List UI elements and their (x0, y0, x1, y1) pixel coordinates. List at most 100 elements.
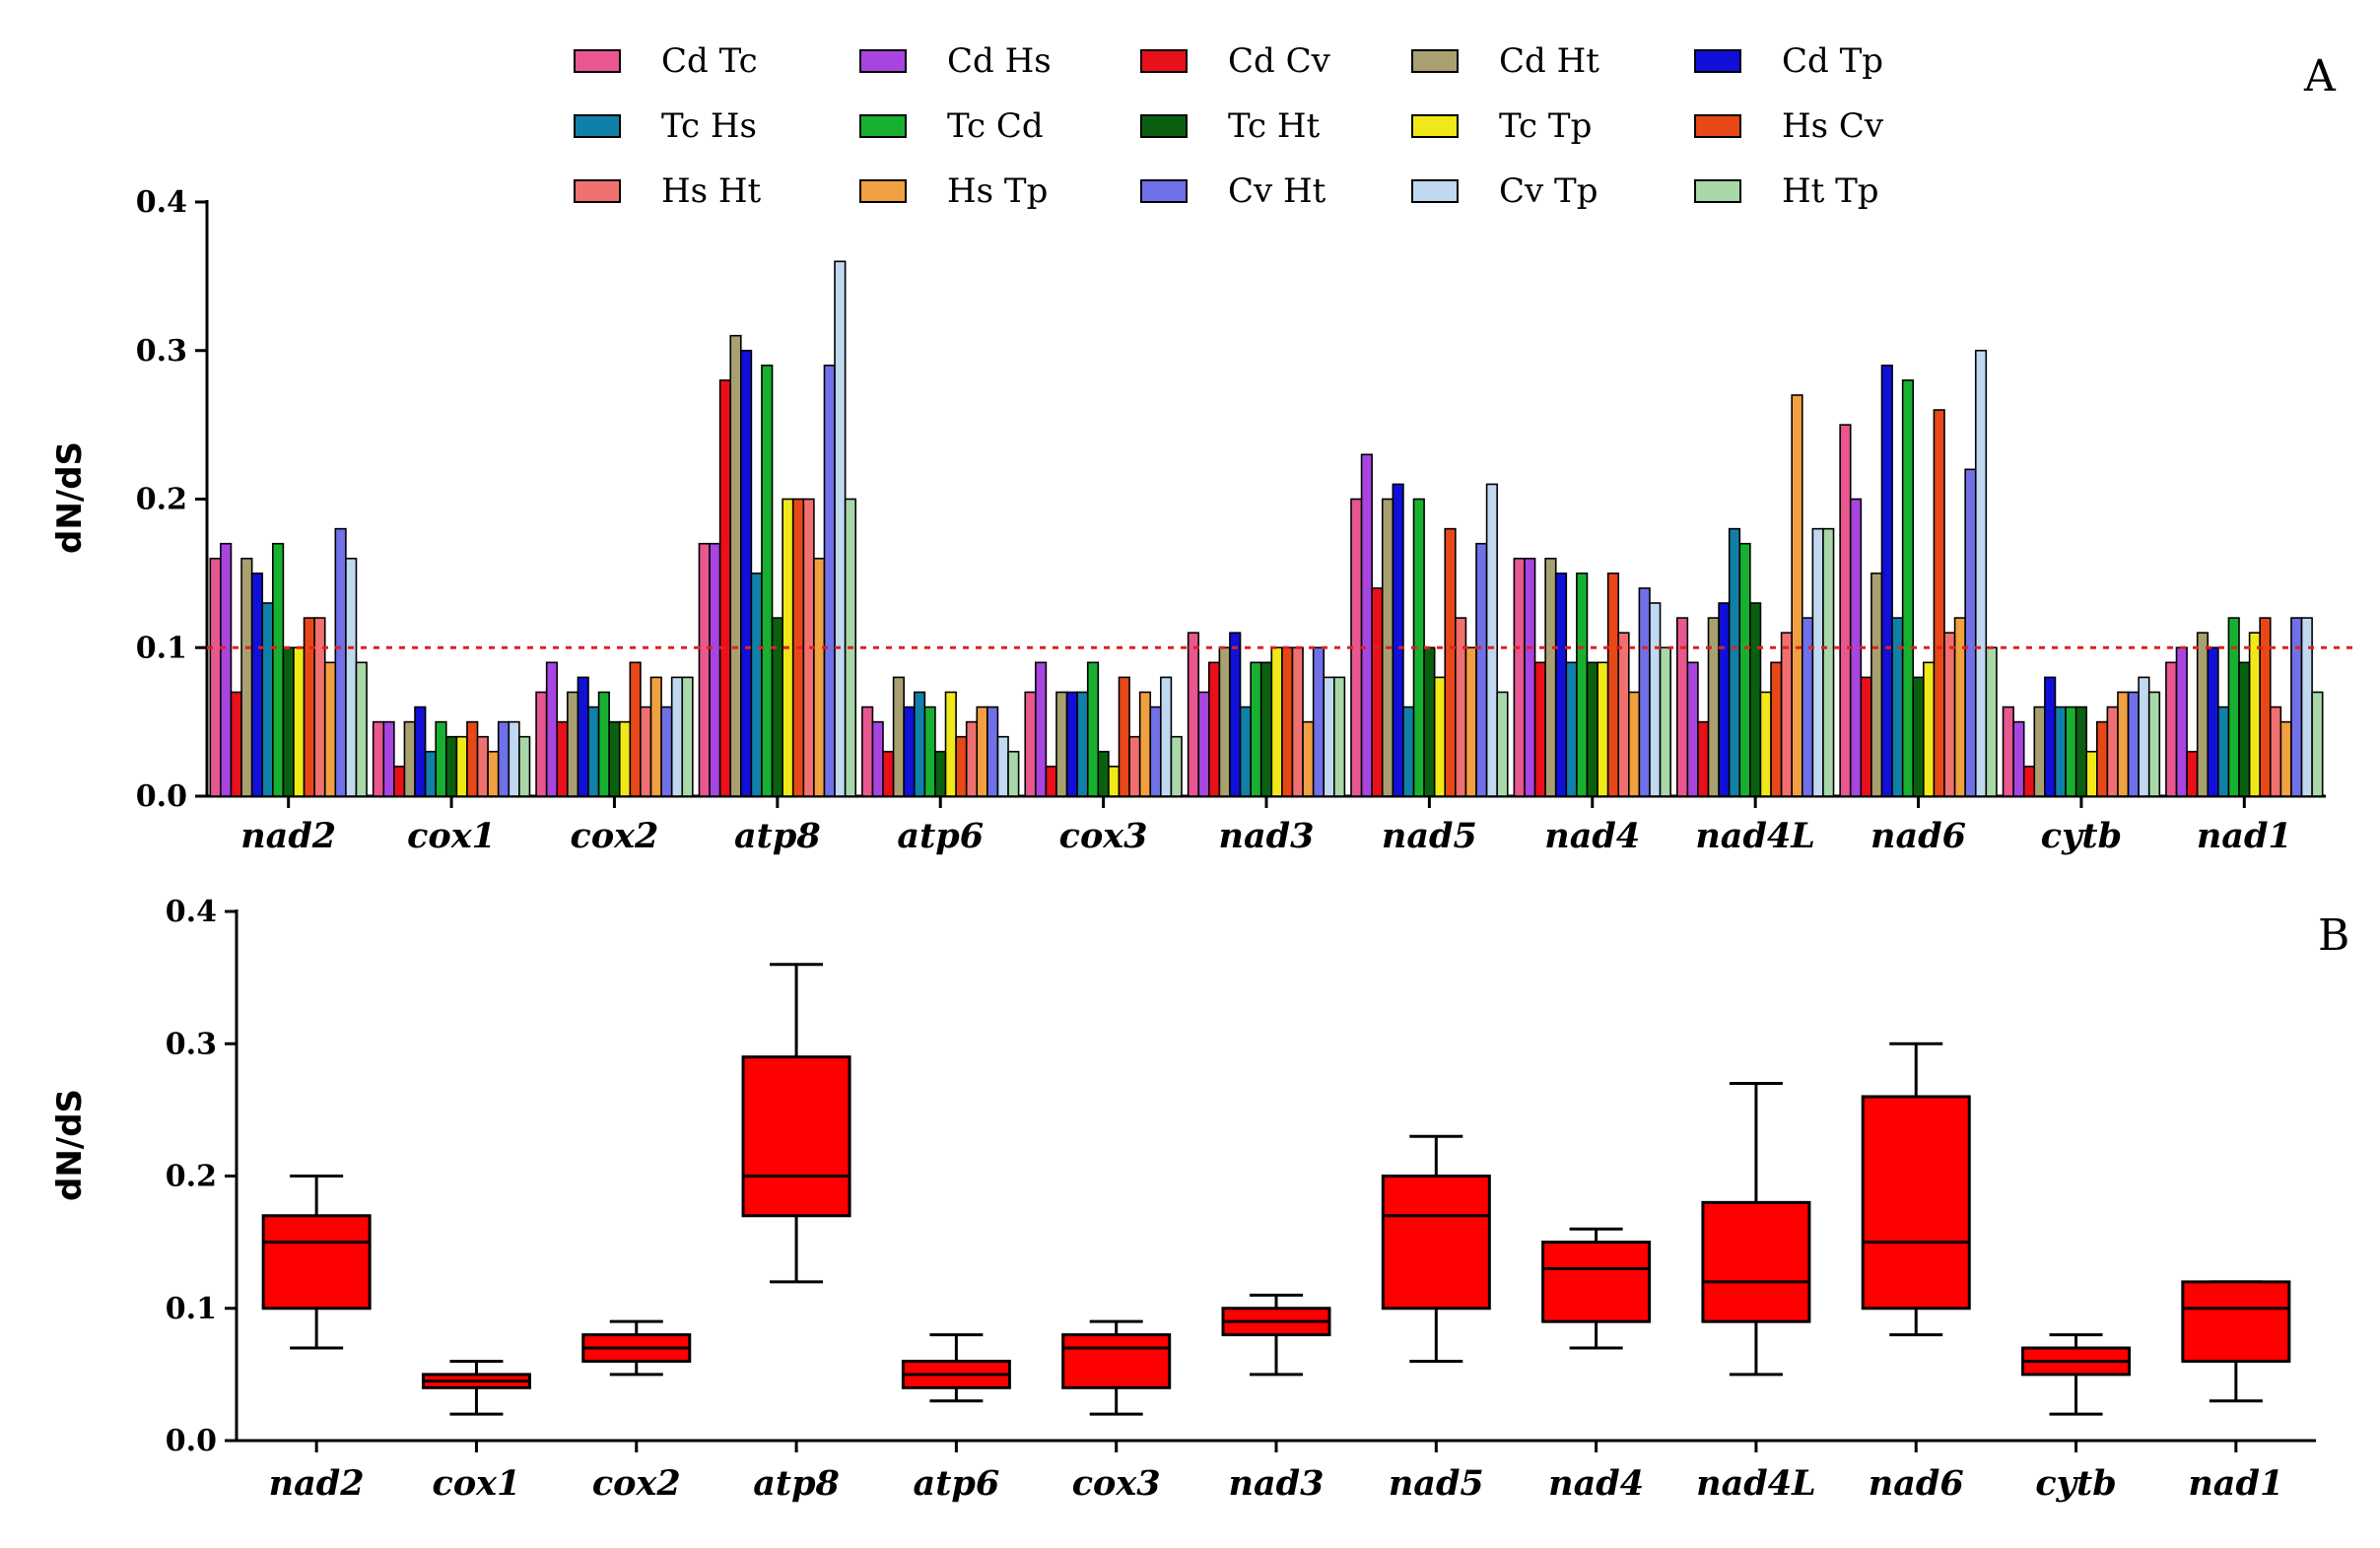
bar-nad3-tc-ht (1259, 661, 1273, 797)
bar-cox1-hs-tp (487, 750, 500, 797)
box-nad4 (1541, 1241, 1652, 1323)
panel-b-y-tick-label: 0.4 (166, 895, 217, 929)
bar-atp8-hs-tp (813, 557, 826, 797)
bar-nad4L-hs-ht (1780, 632, 1793, 797)
panel-b-y-tick-label: 0.2 (166, 1160, 217, 1194)
panel-a-bar-chart: 0.0 0.1 0.2 0.3 0.4 nad2 cox1 cox2 atp8 atp6 cox3 n… (136, 185, 2355, 856)
panel-a-category-label: nad1 (2197, 816, 2292, 856)
bar-cox1-tc-cd (435, 720, 447, 797)
bar-nad1-cv-ht (2290, 617, 2303, 797)
bar-nad5-hs-cv (1444, 527, 1457, 797)
bar-nad4-cv-ht (1638, 587, 1651, 797)
bar-cox2-cd-ht (567, 691, 579, 797)
bar-cox2-cv-ht (660, 706, 673, 797)
bar-nad6-cv-ht (1964, 468, 1977, 797)
bar-cox3-cd-hs (1035, 661, 1048, 797)
bar-nad6-cv-tp (1974, 349, 1988, 797)
bar-atp6-cd-tp (903, 706, 916, 797)
legend-swatch-cv-ht (1140, 179, 1188, 203)
bar-nad6-cd-cv (1860, 676, 1872, 797)
bar-nad3-cv-ht (1312, 646, 1326, 797)
bar-cox3-hs-cv (1118, 676, 1130, 797)
bar-cox2-tc-hs (587, 706, 600, 797)
panel-a-category-label: cytb (2041, 816, 2122, 856)
bar-cox2-tc-cd (597, 691, 610, 797)
bar-nad2-cv-tp (345, 557, 358, 797)
legend-swatch-cd-tp (1694, 49, 1741, 73)
bar-atp6-cd-ht (892, 676, 905, 797)
bar-nad3-tc-hs (1239, 706, 1252, 797)
bar-nad2-cd-tp (250, 572, 264, 797)
legend-label-cd-ht: Cd Ht (1499, 41, 1599, 81)
box-cox3 (1061, 1333, 1172, 1389)
panel-b-category-label: atp6 (914, 1463, 1000, 1504)
bar-cytb-cd-cv (2022, 766, 2036, 797)
box-nad1 (2181, 1280, 2291, 1363)
box-nad4L (1701, 1200, 1811, 1323)
bar-nad5-tc-ht (1423, 646, 1436, 797)
panel-b-label: B (2318, 910, 2349, 961)
bar-cox1-hs-cv (466, 720, 479, 797)
panel-b-category-label: nad4L (1696, 1463, 1816, 1504)
bar-nad2-cd-tc (209, 557, 222, 797)
bar-cytb-tc-hs (2054, 706, 2067, 797)
bar-cox3-tc-hs (1076, 691, 1089, 797)
bar-cox3-tc-tp (1108, 766, 1121, 797)
bar-nad3-cd-tp (1229, 632, 1242, 797)
bar-nad4-hs-tp (1628, 691, 1641, 797)
bar-nad1-tc-tp (2248, 632, 2261, 797)
bar-atp8-tc-ht (771, 617, 783, 797)
legend-swatch-ht-tp (1694, 179, 1741, 203)
legend-swatch-tc-hs (574, 114, 621, 138)
legend-swatch-hs-ht (574, 179, 621, 203)
bar-cox2-cv-tp (670, 676, 684, 797)
bar-atp6-tc-tp (944, 691, 957, 797)
bar-nad6-tc-tp (1923, 661, 1936, 797)
bar-cox2-tc-tp (618, 720, 632, 797)
box-nad5 (1381, 1175, 1491, 1311)
bar-cox3-ht-tp (1170, 735, 1183, 797)
legend-label-hs-ht: Hs Ht (661, 171, 762, 211)
bar-atp8-cv-tp (834, 260, 847, 797)
bar-nad1-cv-tp (2300, 617, 2313, 797)
legend-label-cd-hs: Cd Hs (947, 41, 1052, 81)
bar-cytb-tc-tp (2085, 750, 2098, 797)
bar-nad6-hs-ht (1943, 632, 1956, 797)
legend-swatch-hs-cv (1694, 114, 1741, 138)
bar-cox1-cv-ht (497, 720, 510, 797)
bar-cox1-tc-ht (444, 735, 458, 797)
bar-cox2-cd-cv (556, 720, 569, 797)
panel-b-category-label: cytb (2035, 1463, 2116, 1504)
bar-nad2-cv-ht (334, 527, 347, 797)
bar-nad4-cd-tc (1513, 557, 1526, 797)
bar-nad4L-cd-tp (1718, 602, 1731, 797)
bar-cox1-cd-tc (372, 720, 385, 797)
panel-a-ylabel: dN/dS (50, 441, 90, 554)
bar-nad3-tc-cd (1250, 661, 1262, 797)
bar-atp8-cd-tc (698, 542, 711, 797)
bar-nad1-hs-tp (2279, 720, 2292, 797)
bar-nad3-cd-ht (1218, 646, 1231, 797)
panel-b-category-label: cox2 (592, 1463, 681, 1504)
bar-cox3-cd-cv (1045, 766, 1057, 797)
bar-cytb-cd-hs (2012, 720, 2025, 797)
bar-nad4-cd-cv (1533, 661, 1546, 797)
panel-a-category-label: nad3 (1219, 816, 1315, 856)
bar-cytb-ht-tp (2147, 691, 2161, 797)
panel-b-category-label: nad1 (2188, 1463, 2283, 1504)
legend-swatch-cv-tp (1411, 179, 1459, 203)
bar-nad4-tc-tp (1597, 661, 1609, 797)
bar-nad5-cv-ht (1475, 542, 1488, 797)
bar-nad3-cd-hs (1197, 691, 1210, 797)
panel-b-category-label: cox3 (1072, 1463, 1161, 1504)
bar-cox2-hs-cv (629, 661, 642, 797)
bar-nad3-hs-cv (1281, 646, 1294, 797)
bar-cox2-cd-hs (545, 661, 559, 797)
bar-atp8-cd-tp (739, 349, 753, 797)
bar-atp8-cd-ht (729, 334, 742, 797)
legend-swatch-cd-hs (859, 49, 907, 73)
bar-nad2-hs-tp (323, 661, 337, 797)
bar-nad4-cd-tp (1554, 572, 1568, 797)
bar-cox2-ht-tp (681, 676, 694, 797)
bar-nad6-tc-cd (1901, 379, 1915, 797)
